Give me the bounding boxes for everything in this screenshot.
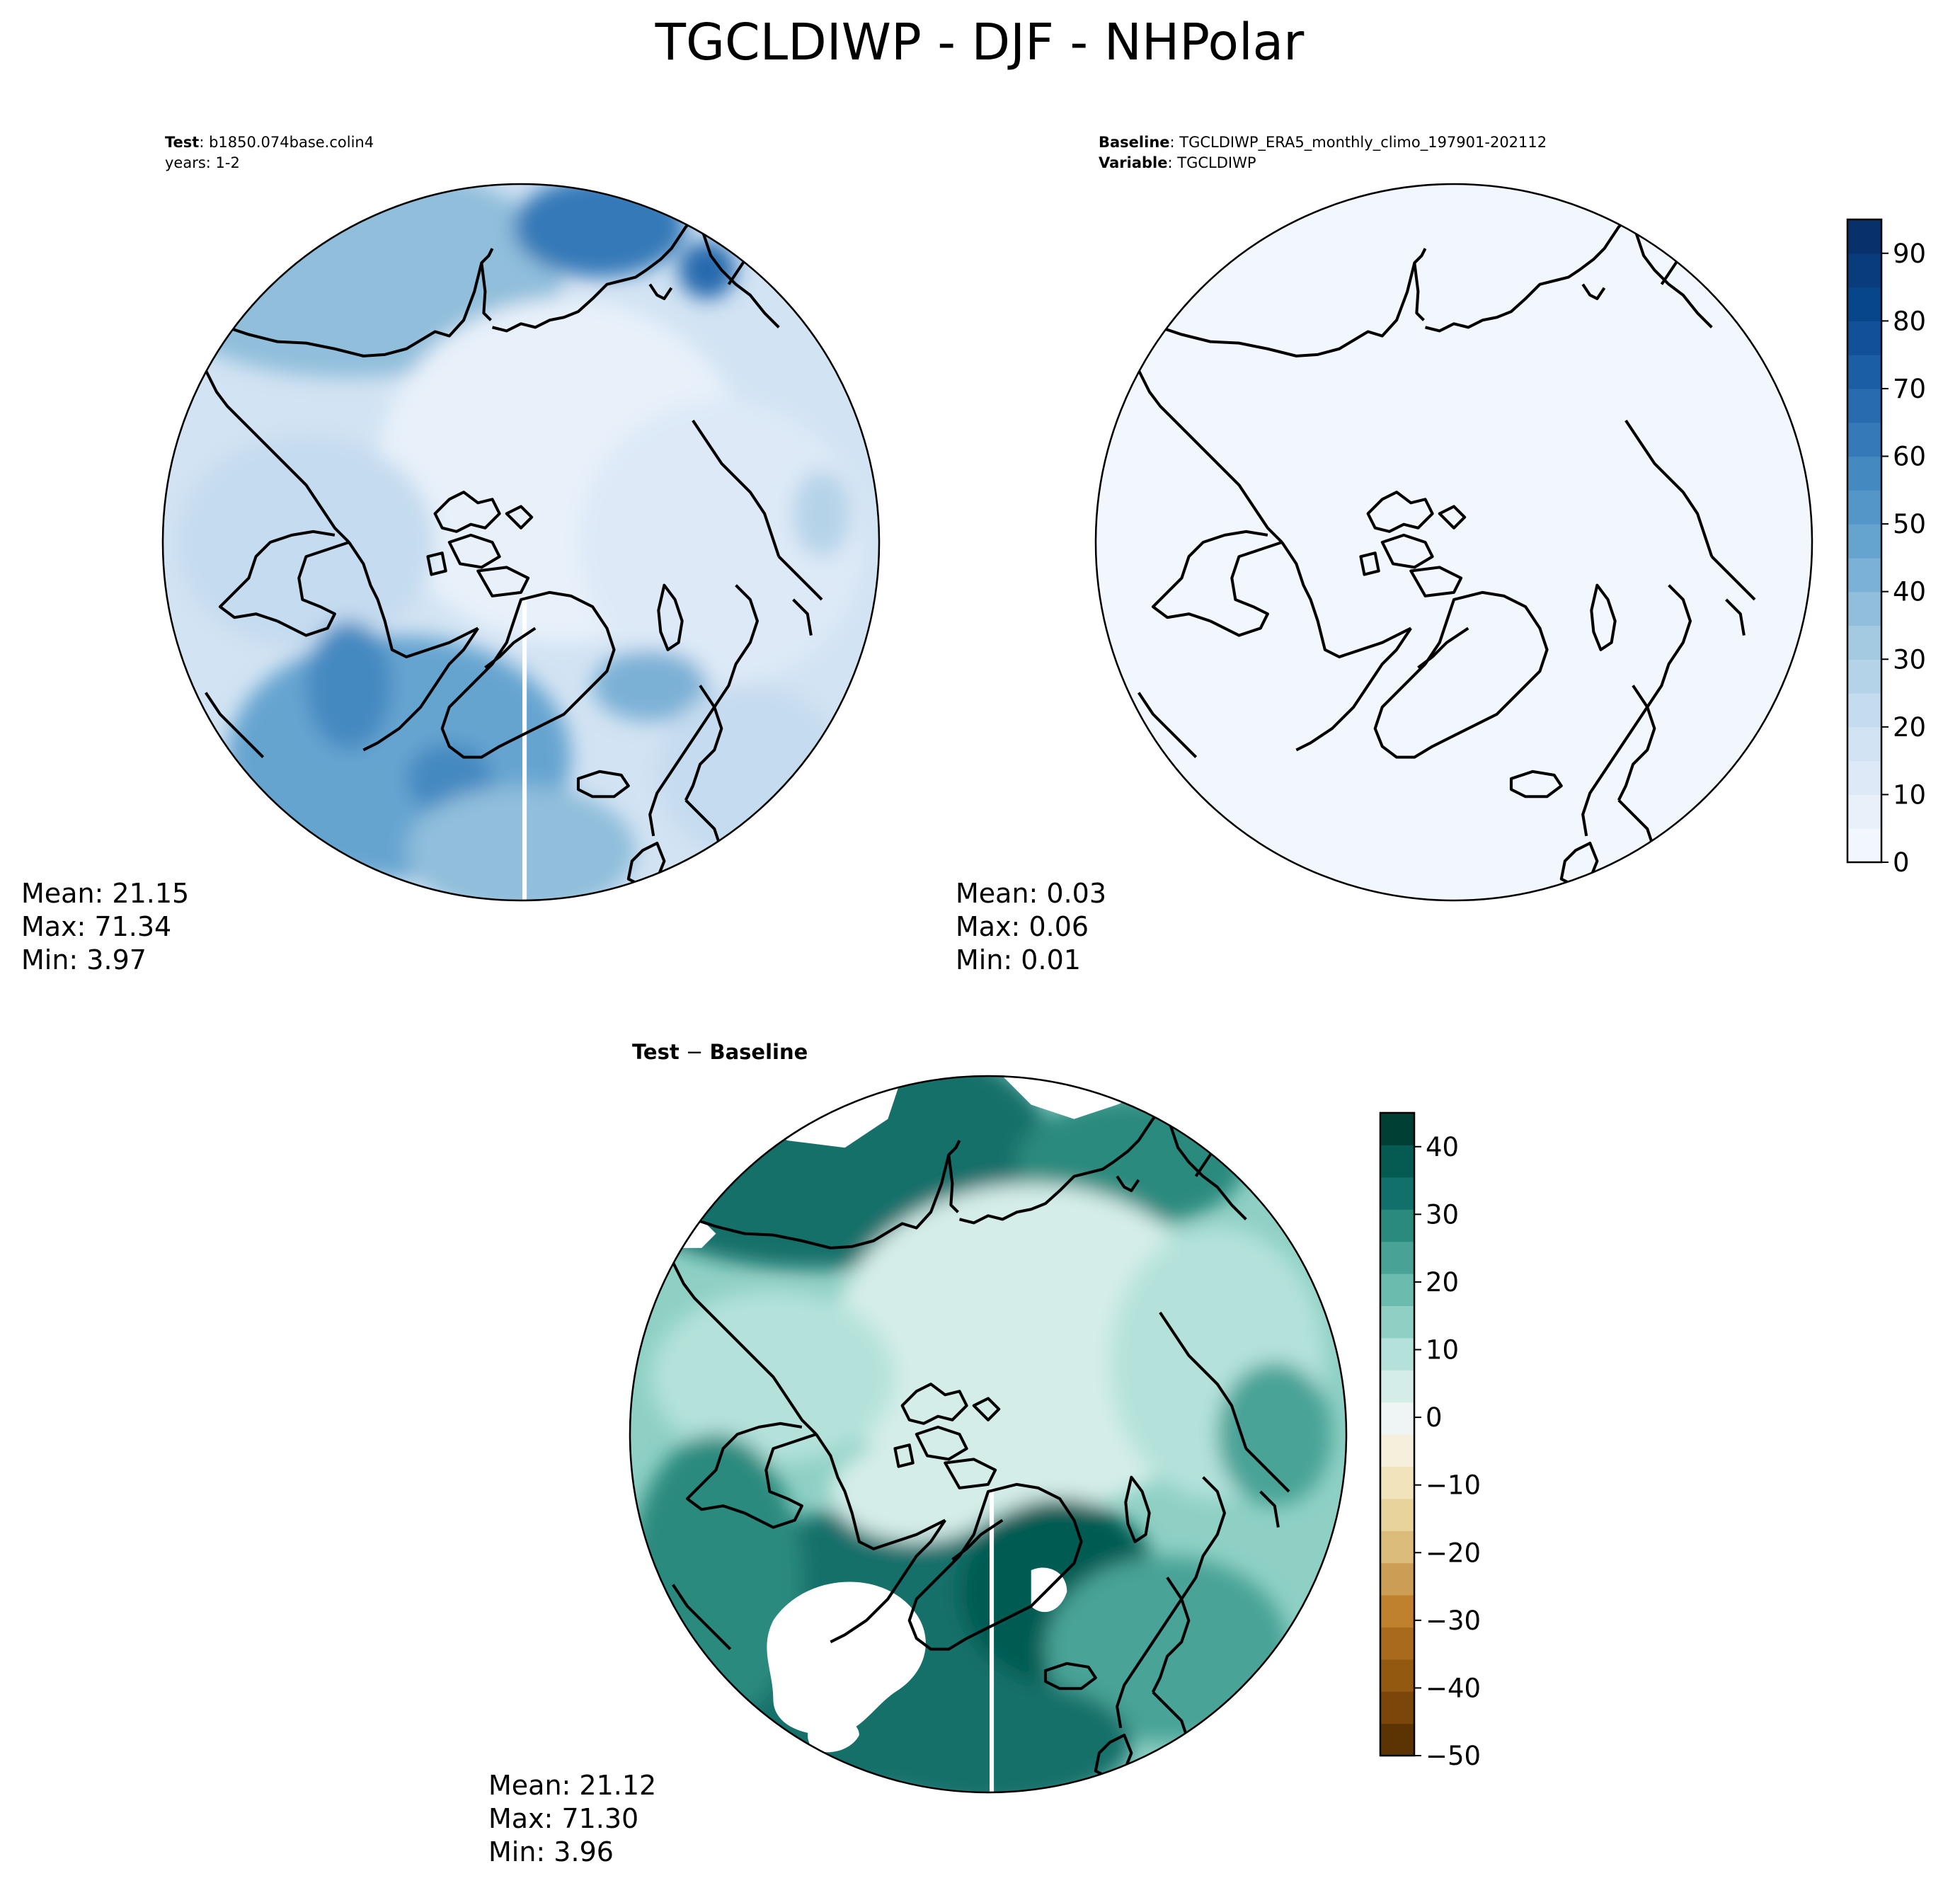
colorbar-main-swatch — [1847, 388, 1881, 423]
colorbar-diff-swatch — [1380, 1337, 1414, 1371]
colorbar-main-tick-label: 0 — [1893, 847, 1910, 878]
colorbar-main-tick-label: 60 — [1893, 442, 1926, 472]
svg-text:Variable: TGCLDIWP: Variable: TGCLDIWP — [1099, 154, 1256, 171]
colorbar-main-swatch — [1847, 828, 1881, 863]
colorbar-diff-swatch — [1380, 1659, 1414, 1692]
colorbar-diff-frame — [1379, 1111, 1416, 1757]
panel-baseline: Baseline: TGCLDIWP_ERA5_monthly_climo_19… — [956, 134, 1813, 976]
baseline-max: Max: 0.06 — [956, 911, 1089, 942]
colorbar-main-swatch — [1847, 355, 1881, 389]
colorbar-main-swatch — [1847, 219, 1881, 254]
colorbar-main-swatch — [1847, 557, 1881, 593]
baseline-map — [1094, 183, 1813, 902]
colorbar-main-frame — [1846, 218, 1883, 864]
colorbar-main-swatch — [1847, 490, 1881, 525]
colorbar-diff-swatch — [1380, 1723, 1414, 1756]
colorbar-diff-tick-label: 10 — [1426, 1335, 1459, 1366]
colorbar-diff-swatch — [1380, 1370, 1414, 1403]
colorbar-diff-tick-label: −20 — [1426, 1538, 1481, 1568]
colorbar-diff-swatch — [1380, 1691, 1414, 1724]
test-max: Max: 71.34 — [21, 911, 171, 942]
colorbar-main-swatch — [1847, 760, 1881, 796]
svg-text:Baseline: TGCLDIWP_ERA5_monthl: Baseline: TGCLDIWP_ERA5_monthly_climo_19… — [1099, 134, 1547, 151]
diff-max: Max: 71.30 — [488, 1803, 638, 1834]
baseline-header-value: TGCLDIWP_ERA5_monthly_climo_197901-20211… — [1179, 134, 1547, 151]
diff-title-baseline: Baseline — [709, 1040, 808, 1064]
colorbar-main-swatch — [1847, 287, 1881, 321]
test-mean: Mean: 21.15 — [21, 878, 189, 909]
colorbar-diff-tick-label: −10 — [1426, 1470, 1481, 1501]
colorbar-main-tick-label: 10 — [1893, 779, 1926, 810]
colorbar-diff-swatch — [1380, 1241, 1414, 1274]
diff-title-test: Test — [632, 1040, 680, 1064]
colorbar-diff-tick-label: −50 — [1426, 1741, 1481, 1771]
diff-map — [629, 1075, 1348, 1794]
colorbar-diff-tick-label: 0 — [1426, 1402, 1443, 1433]
svg-text:Test: b1850.074base.colin4: Test: b1850.074base.colin4 — [165, 134, 374, 151]
colorbar-main-swatch — [1847, 422, 1881, 457]
test-map — [161, 183, 881, 902]
diff-mean: Mean: 21.12 — [488, 1770, 656, 1801]
colorbar-diff-swatch — [1380, 1466, 1414, 1499]
baseline-min: Min: 0.01 — [956, 944, 1081, 976]
colorbar-diff-swatch — [1380, 1434, 1414, 1467]
colorbar-main: 0 10 20 30 40 50 60 70 80 90 — [1846, 218, 1926, 878]
colorbar-diff-tick-label: −30 — [1426, 1606, 1481, 1636]
colorbar-main-swatch — [1847, 524, 1881, 559]
colorbar-diff-swatch — [1380, 1177, 1414, 1210]
colorbar-main-swatch — [1847, 591, 1881, 627]
colorbar-diff-swatch — [1380, 1595, 1414, 1627]
baseline-variable-value: TGCLDIWP — [1176, 154, 1256, 171]
colorbar-main-swatch — [1847, 693, 1881, 728]
colorbar-main-swatch — [1847, 726, 1881, 762]
test-header-years: years: 1-2 — [165, 154, 240, 171]
colorbar-main-swatch — [1847, 659, 1881, 694]
colorbar-diff-tick-label: 30 — [1426, 1199, 1459, 1230]
colorbar-diff-swatch — [1380, 1209, 1414, 1242]
colorbar-main-tick-label: 50 — [1893, 509, 1926, 539]
baseline-mean: Mean: 0.03 — [956, 878, 1106, 909]
colorbar-diff-swatch — [1380, 1402, 1414, 1435]
colorbar-main-swatch — [1847, 625, 1881, 660]
colorbar-diff-swatch — [1380, 1627, 1414, 1660]
figure-title: TGCLDIWP - DJF - NHPolar — [655, 13, 1305, 71]
colorbar-diff-swatch — [1380, 1562, 1414, 1596]
colorbar-main-tick-label: 70 — [1893, 374, 1926, 404]
colorbar-main-tick-label: 20 — [1893, 712, 1926, 743]
colorbar-main-tick-label: 30 — [1893, 644, 1926, 675]
panel-diff: Test − Baseline — [488, 1040, 1348, 1867]
colorbar-main-swatch — [1847, 794, 1881, 829]
test-header-label: Test — [165, 134, 199, 151]
colorbar-main-tick-label: 90 — [1893, 239, 1926, 269]
colorbar-diff-swatch — [1380, 1113, 1414, 1145]
colorbar-diff-swatch — [1380, 1145, 1414, 1178]
colorbar-diff-swatch — [1380, 1305, 1414, 1339]
colorbar-diff-swatch — [1380, 1274, 1414, 1306]
baseline-header-label: Baseline — [1099, 134, 1170, 151]
colorbar-diff: −50 −40 −30 −20 −10 0 10 20 30 40 — [1379, 1111, 1481, 1771]
colorbar-diff-tick-label: −40 — [1426, 1673, 1481, 1703]
colorbar-diff-swatch — [1380, 1498, 1414, 1531]
colorbar-main-tick-label: 80 — [1893, 306, 1926, 336]
colorbar-main-tick-label: 40 — [1893, 577, 1926, 607]
colorbar-main-swatch — [1847, 456, 1881, 491]
colorbar-diff-tick-label: 20 — [1426, 1267, 1459, 1298]
colorbar-diff-tick-label: 40 — [1426, 1132, 1459, 1162]
colorbar-diff-swatch — [1380, 1531, 1414, 1564]
svg-text:Test − Baseline: Test − Baseline — [632, 1040, 808, 1064]
test-header-value: b1850.074base.colin4 — [209, 134, 374, 151]
colorbar-main-swatch — [1847, 321, 1881, 355]
baseline-variable-label: Variable — [1099, 154, 1167, 171]
colorbar-main-swatch — [1847, 253, 1881, 288]
diff-title-sep: − — [680, 1040, 710, 1064]
test-min: Min: 3.97 — [21, 944, 147, 976]
diff-min: Min: 3.96 — [488, 1836, 614, 1867]
panel-test: Test: b1850.074base.colin4 years: 1-2 — [21, 134, 881, 976]
